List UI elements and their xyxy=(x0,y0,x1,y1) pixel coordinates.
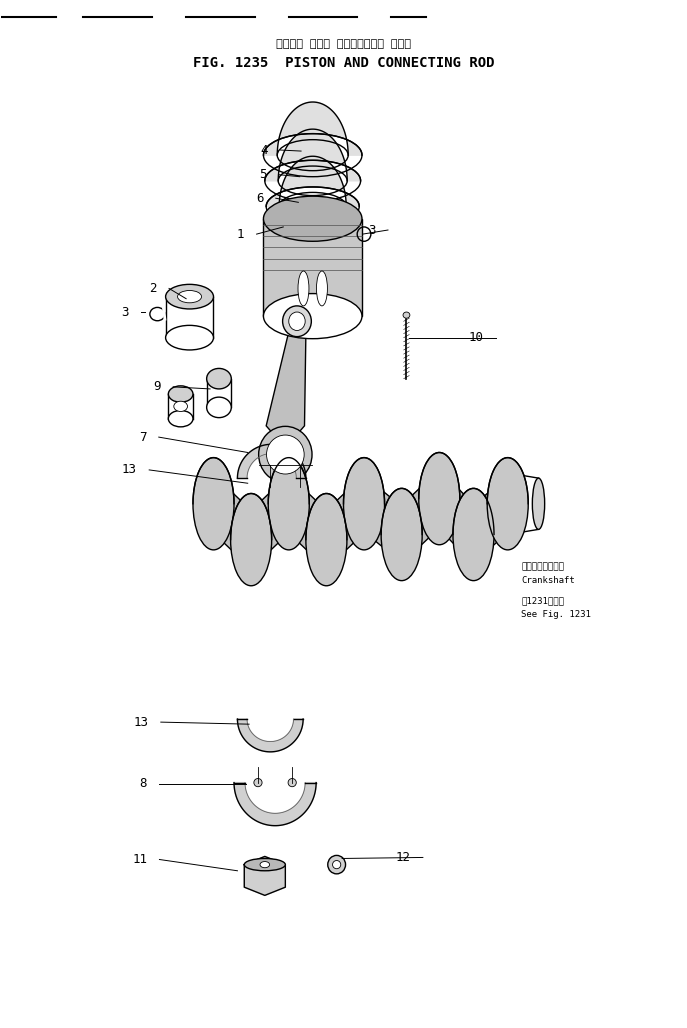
Polygon shape xyxy=(238,719,303,751)
Ellipse shape xyxy=(333,860,341,869)
Text: 9: 9 xyxy=(153,380,161,394)
Ellipse shape xyxy=(317,271,328,306)
Text: 13: 13 xyxy=(133,715,148,729)
Text: 4: 4 xyxy=(261,144,268,156)
Text: 3: 3 xyxy=(368,223,376,236)
Text: 10: 10 xyxy=(469,331,484,344)
Polygon shape xyxy=(245,856,285,895)
Ellipse shape xyxy=(487,457,528,550)
Text: 8: 8 xyxy=(139,777,147,791)
Polygon shape xyxy=(465,483,516,555)
Ellipse shape xyxy=(207,368,232,389)
Polygon shape xyxy=(356,482,409,556)
Polygon shape xyxy=(280,483,335,560)
Text: 6: 6 xyxy=(256,192,263,205)
Ellipse shape xyxy=(263,294,362,338)
Text: See Fig. 1231: See Fig. 1231 xyxy=(521,610,592,619)
Ellipse shape xyxy=(288,778,296,786)
Ellipse shape xyxy=(166,325,214,350)
Ellipse shape xyxy=(289,313,305,330)
Ellipse shape xyxy=(254,778,262,786)
Ellipse shape xyxy=(260,861,269,868)
Polygon shape xyxy=(238,444,306,478)
Text: 、1231図参照: 、1231図参照 xyxy=(521,596,565,605)
Ellipse shape xyxy=(403,313,410,319)
Ellipse shape xyxy=(282,306,311,336)
Text: 7: 7 xyxy=(139,431,146,444)
Ellipse shape xyxy=(298,271,309,306)
Polygon shape xyxy=(430,478,483,555)
Ellipse shape xyxy=(168,386,193,402)
Polygon shape xyxy=(205,483,260,560)
Ellipse shape xyxy=(207,397,232,417)
Polygon shape xyxy=(263,102,362,155)
Polygon shape xyxy=(266,156,359,207)
Ellipse shape xyxy=(177,291,201,303)
Text: 3: 3 xyxy=(121,305,128,319)
Polygon shape xyxy=(393,478,448,555)
Ellipse shape xyxy=(532,478,545,529)
Text: 13: 13 xyxy=(122,464,137,476)
Text: 1: 1 xyxy=(237,227,245,241)
Polygon shape xyxy=(264,130,361,181)
Ellipse shape xyxy=(259,427,312,483)
Polygon shape xyxy=(266,334,306,436)
Ellipse shape xyxy=(344,457,385,550)
Ellipse shape xyxy=(231,493,271,586)
Text: ピストン および コネクティング ロッド: ピストン および コネクティング ロッド xyxy=(276,39,411,49)
Ellipse shape xyxy=(453,488,494,581)
Text: FIG. 1235  PISTON AND CONNECTING ROD: FIG. 1235 PISTON AND CONNECTING ROD xyxy=(193,56,494,70)
Polygon shape xyxy=(317,483,373,560)
Ellipse shape xyxy=(328,855,346,874)
Ellipse shape xyxy=(419,452,460,545)
Ellipse shape xyxy=(168,410,193,427)
Ellipse shape xyxy=(306,493,347,586)
Ellipse shape xyxy=(381,488,423,581)
Text: Crankshaft: Crankshaft xyxy=(521,576,575,585)
Text: 2: 2 xyxy=(149,282,157,295)
Ellipse shape xyxy=(267,435,304,474)
Text: 12: 12 xyxy=(396,851,411,864)
Ellipse shape xyxy=(245,858,285,871)
Polygon shape xyxy=(263,219,362,317)
Ellipse shape xyxy=(166,285,214,309)
Ellipse shape xyxy=(193,457,234,550)
Polygon shape xyxy=(234,782,316,825)
Polygon shape xyxy=(243,483,297,560)
Text: 5: 5 xyxy=(259,169,266,181)
Text: 11: 11 xyxy=(132,853,147,866)
Text: クランクシャフト: クランクシャフト xyxy=(521,562,565,572)
Ellipse shape xyxy=(263,196,362,242)
Ellipse shape xyxy=(268,457,309,550)
Ellipse shape xyxy=(174,401,188,411)
